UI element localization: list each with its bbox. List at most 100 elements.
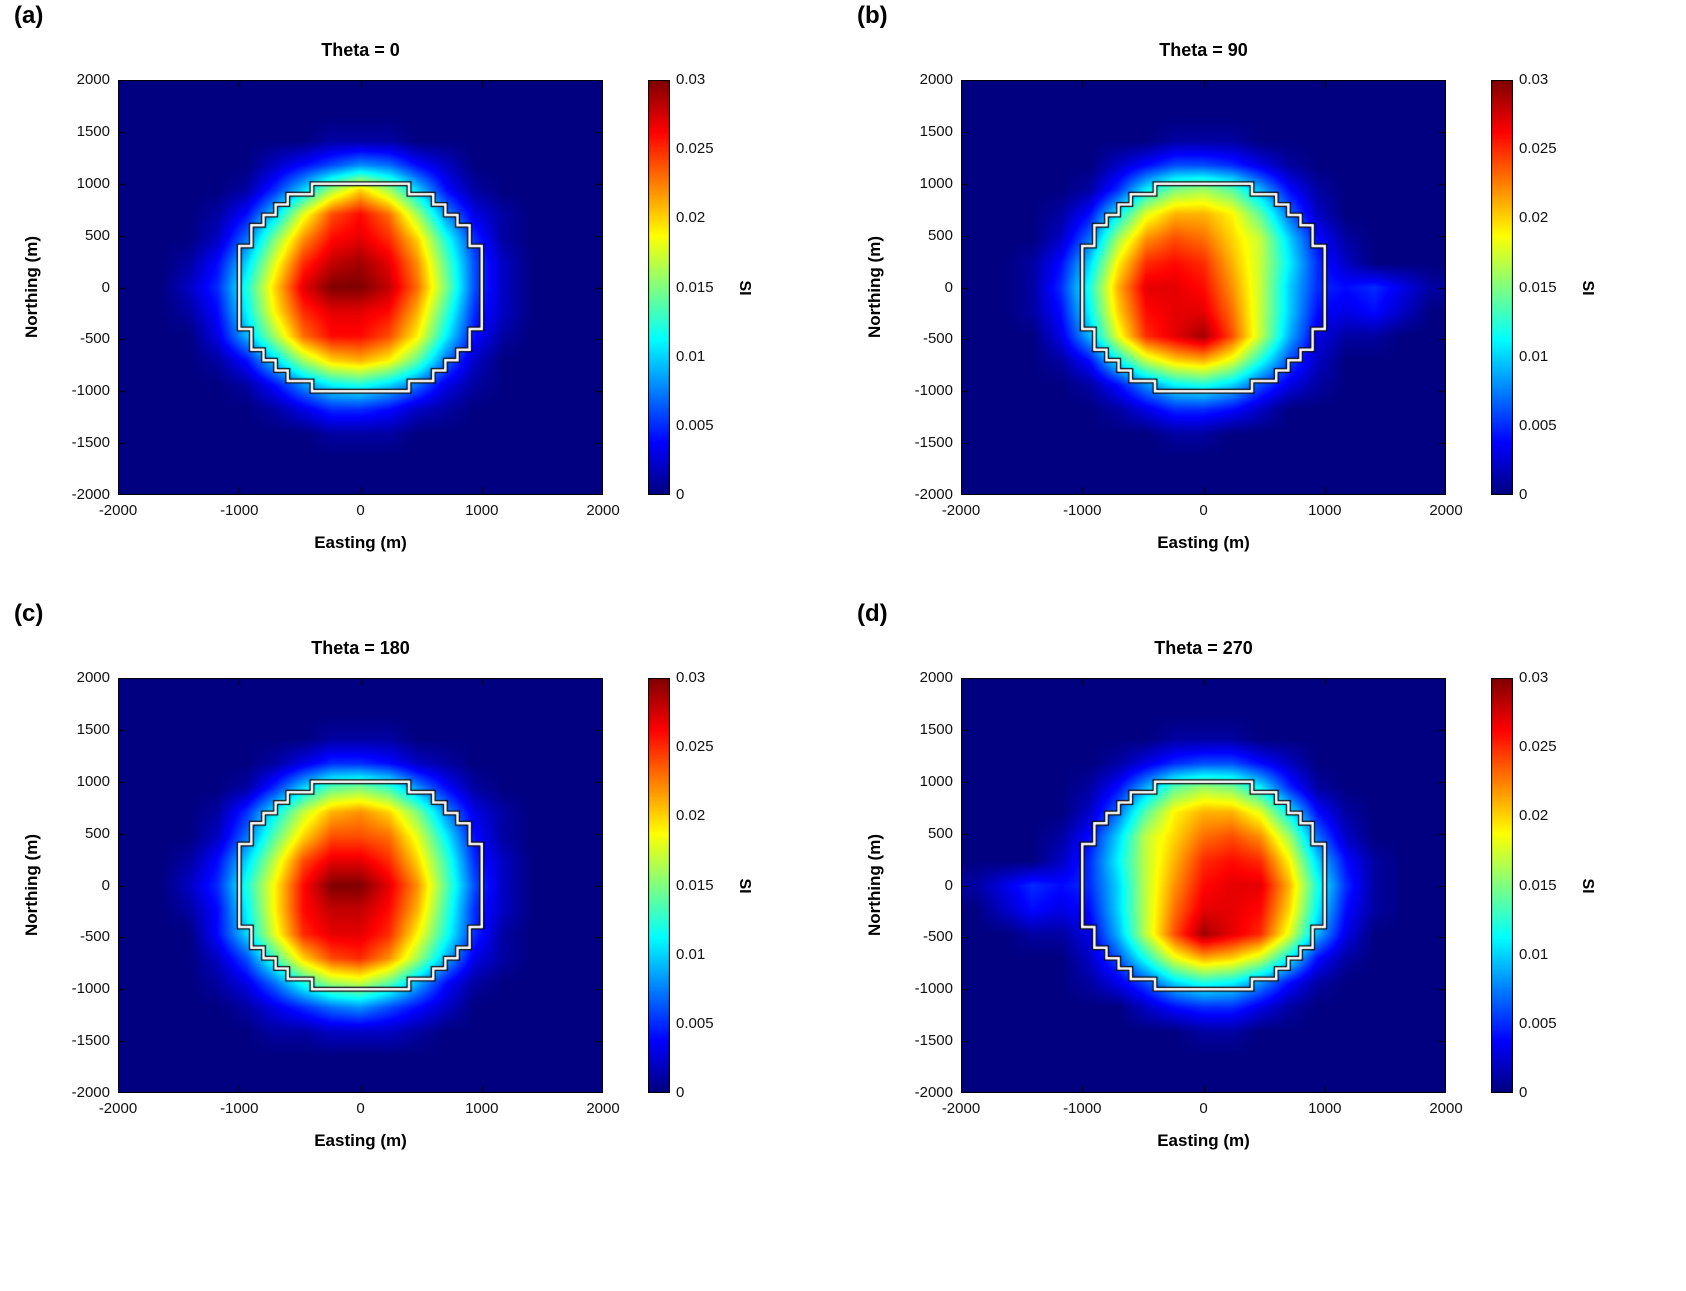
y-tick-label: -2000: [71, 486, 110, 503]
colorbar-tick-label: 0.02: [1519, 209, 1549, 227]
colorbar: [648, 80, 670, 495]
panel-theta-180: (c) Theta = 180 Northing (m) Easting (m)…: [0, 598, 843, 1191]
panel-letter: (d): [857, 600, 888, 627]
colorbar-tick-label: 0: [1519, 1084, 1528, 1101]
y-tick-label: 0: [944, 876, 953, 894]
colorbar-tick-label: 0: [676, 1084, 685, 1101]
y-tick-label: -1500: [71, 434, 110, 452]
y-tick-label: -2000: [914, 486, 953, 503]
x-tick-label: 0: [356, 1100, 365, 1117]
panel-theta-0: (a) Theta = 0 Northing (m) Easting (m) S…: [0, 0, 843, 593]
panel-letter: (c): [14, 600, 44, 627]
colorbar-tick-label: 0.025: [676, 738, 714, 756]
y-tick-label: -1000: [914, 980, 953, 998]
x-axis-label: Easting (m): [1157, 1131, 1250, 1150]
y-tick-label: -1500: [71, 1032, 110, 1050]
x-tick-label: -1000: [1063, 502, 1102, 519]
y-axis-label: Northing (m): [865, 236, 884, 338]
colorbar-tick-label: 0.015: [676, 876, 714, 894]
colorbar-tick-label: 0.025: [1519, 738, 1557, 756]
x-tick-label: 1000: [465, 502, 499, 519]
panel-theta-90: (b) Theta = 90 Northing (m) Easting (m) …: [843, 0, 1686, 593]
x-axis-label: Easting (m): [314, 533, 407, 552]
colorbar-tick-label: 0.03: [1519, 71, 1549, 88]
x-tick-label: -2000: [941, 1100, 981, 1117]
y-tick-label: 500: [927, 226, 953, 244]
x-tick-label: 2000: [1429, 1100, 1463, 1117]
colorbar-tick-label: 0.025: [676, 140, 714, 158]
colorbar-label: SI: [736, 280, 753, 296]
y-tick-label: -1000: [71, 382, 110, 400]
x-tick-label: -2000: [98, 1100, 138, 1117]
x-tick-label: 2000: [1429, 502, 1463, 519]
colorbar-tick-label: 0.01: [676, 347, 706, 365]
y-tick-label: -1500: [914, 1032, 953, 1050]
y-tick-label: 2000: [919, 71, 953, 88]
y-tick-label: 0: [101, 876, 110, 894]
panel-theta-270: (d) Theta = 270 Northing (m) Easting (m)…: [843, 598, 1686, 1191]
x-tick-label: -2000: [98, 502, 138, 519]
colorbar-tick-label: 0.025: [1519, 140, 1557, 158]
colorbar-tick-label: 0.02: [676, 807, 706, 825]
colorbar-tick-label: 0.01: [676, 945, 706, 963]
y-tick-label: -500: [922, 330, 953, 348]
x-tick-label: 2000: [586, 1100, 620, 1117]
panel-title: Theta = 0: [321, 40, 400, 60]
y-tick-label: 1500: [919, 122, 953, 140]
y-tick-label: 1500: [76, 720, 110, 738]
heatmap-canvas: [118, 80, 603, 495]
y-tick-label: -2000: [71, 1084, 110, 1101]
panel-title: Theta = 270: [1154, 638, 1253, 658]
x-tick-label: -1000: [220, 502, 259, 519]
y-axis-label: Northing (m): [22, 236, 41, 338]
colorbar-label: SI: [1579, 878, 1596, 894]
colorbar-label: SI: [736, 878, 753, 894]
y-tick-label: -1500: [914, 434, 953, 452]
x-tick-label: 0: [356, 502, 365, 519]
y-tick-label: -2000: [914, 1084, 953, 1101]
y-tick-label: 2000: [76, 71, 110, 88]
heatmap-canvas: [961, 80, 1446, 495]
colorbar-tick-label: 0.03: [1519, 669, 1549, 686]
colorbar-tick-label: 0: [1519, 486, 1528, 503]
x-tick-label: -2000: [941, 502, 981, 519]
colorbar-tick-label: 0.005: [1519, 1014, 1557, 1032]
x-tick-label: 1000: [1308, 502, 1342, 519]
colorbar: [648, 678, 670, 1093]
x-tick-label: -1000: [220, 1100, 259, 1117]
y-tick-label: 2000: [76, 669, 110, 686]
y-tick-label: 1000: [919, 772, 953, 790]
colorbar-tick-label: 0.02: [1519, 807, 1549, 825]
colorbar-tick-label: 0.015: [1519, 876, 1557, 894]
y-tick-label: -1000: [71, 980, 110, 998]
colorbar: [1491, 80, 1513, 495]
panel-title: Theta = 180: [311, 638, 410, 658]
y-tick-label: 500: [927, 824, 953, 842]
colorbar-tick-label: 0.03: [676, 669, 706, 686]
x-axis-label: Easting (m): [314, 1131, 407, 1150]
y-tick-label: 0: [101, 278, 110, 296]
colorbar-label: SI: [1579, 280, 1596, 296]
panel-title: Theta = 90: [1159, 40, 1248, 60]
colorbar-tick-label: 0.015: [676, 278, 714, 296]
colorbar-tick-label: 0: [676, 486, 685, 503]
x-tick-label: 1000: [1308, 1100, 1342, 1117]
colorbar-tick-label: 0.005: [676, 416, 714, 434]
y-tick-label: 1000: [76, 174, 110, 192]
colorbar-tick-label: 0.01: [1519, 945, 1549, 963]
y-tick-label: 2000: [919, 669, 953, 686]
colorbar-tick-label: 0.015: [1519, 278, 1557, 296]
panel-letter: (a): [14, 2, 44, 29]
y-tick-label: 1500: [76, 122, 110, 140]
y-axis-label: Northing (m): [865, 834, 884, 936]
y-tick-label: -500: [922, 928, 953, 946]
y-tick-label: -500: [79, 928, 110, 946]
panel-letter: (b): [857, 2, 888, 29]
colorbar: [1491, 678, 1513, 1093]
colorbar-tick-label: 0.02: [676, 209, 706, 227]
x-tick-label: 2000: [586, 502, 620, 519]
y-tick-label: 0: [944, 278, 953, 296]
y-tick-label: 1000: [919, 174, 953, 192]
colorbar-tick-label: 0.005: [676, 1014, 714, 1032]
